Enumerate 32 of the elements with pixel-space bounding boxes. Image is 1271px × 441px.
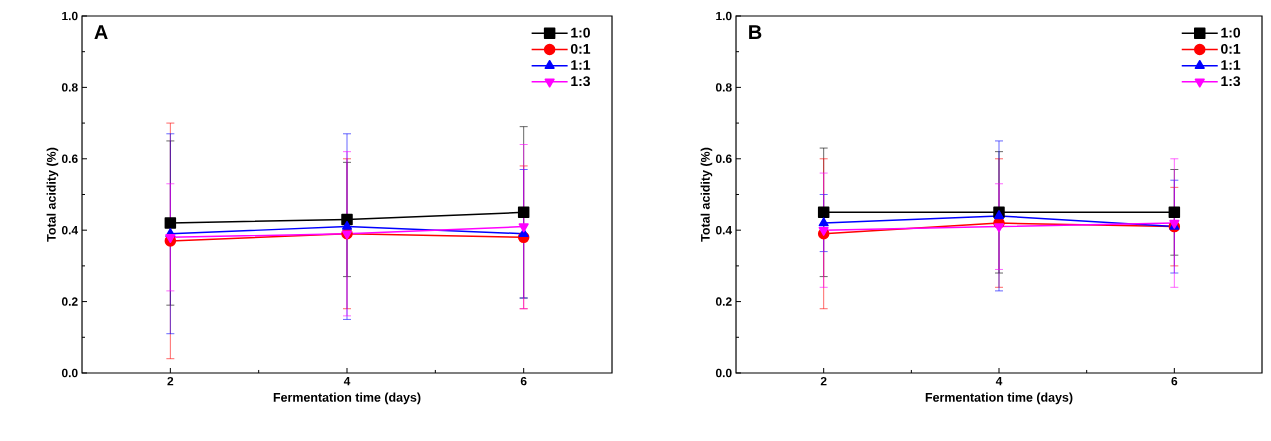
y-tick-label: 0.0 <box>61 368 78 378</box>
x-tick-label: 6 <box>520 376 527 386</box>
x-axis-title: Fermentation time (days) <box>925 392 1073 405</box>
legend-label: 1:1 <box>1221 60 1241 70</box>
x-tick-label: 6 <box>1171 376 1178 386</box>
y-tick-label: 0.4 <box>61 225 79 235</box>
y-tick-label: 1.0 <box>716 11 732 21</box>
y-tick-label: 0.6 <box>715 154 732 164</box>
x-tick-label: 4 <box>995 376 1003 386</box>
y-tick-label: 0.8 <box>61 83 78 92</box>
y-tick-label: 0.0 <box>715 368 732 378</box>
y-tick-label: 0.6 <box>61 154 78 164</box>
legend-label: 1:3 <box>1221 76 1241 87</box>
legend-label: 0:1 <box>1221 43 1241 54</box>
y-tick-label: 0.2 <box>715 297 732 306</box>
legend-label: 0:1 <box>570 43 591 54</box>
y-tick-label: 0.8 <box>715 83 732 92</box>
legend-label: 1:1 <box>571 60 591 70</box>
y-axis-title: Total acidity (%) <box>46 147 59 242</box>
y-tick-label: 0.4 <box>715 225 733 235</box>
legend-label: 1:3 <box>571 76 591 87</box>
x-tick-label: 4 <box>343 376 351 386</box>
y-tick-label: 1.0 <box>62 11 78 21</box>
y-axis-title: Total acidity (%) <box>700 147 713 242</box>
x-tick-label: 2 <box>167 376 174 386</box>
x-tick-label: 2 <box>820 376 827 386</box>
y-tick-label: 0.2 <box>61 297 78 306</box>
annotation: B <box>749 25 762 39</box>
x-axis-title: Fermentation time (days) <box>273 392 421 405</box>
legend-label: 1:0 <box>1221 27 1241 38</box>
annotation: A <box>94 25 108 39</box>
legend-label: 1:0 <box>571 27 590 38</box>
